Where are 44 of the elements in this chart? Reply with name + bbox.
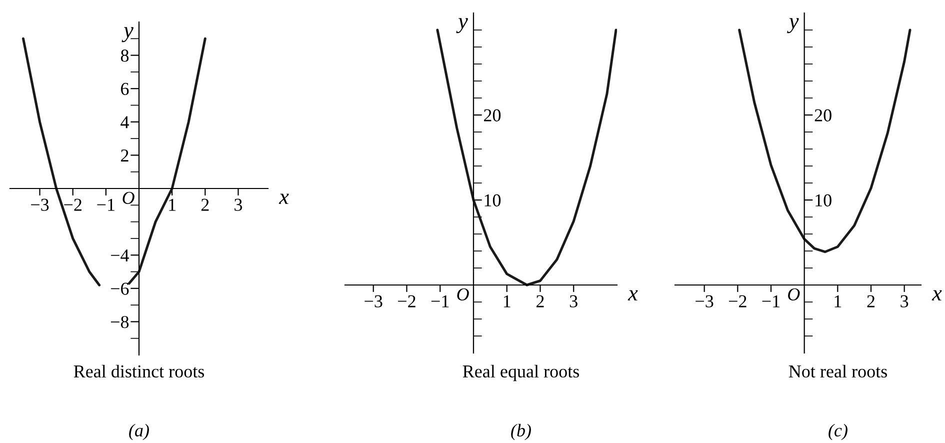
x-tick-label: 3 [570, 295, 578, 308]
annotation: O [457, 288, 469, 300]
y-tick-label: −4 [110, 249, 129, 262]
text: Real equal roots [462, 364, 580, 382]
text: (b) [511, 424, 531, 440]
y-axis-title: y [787, 18, 799, 34]
x-tick-label: 1 [169, 198, 176, 211]
y-axis-title: y [456, 18, 468, 34]
x-tick-label: −3 [696, 295, 714, 308]
y-tick-label: 10 [816, 194, 832, 206]
y-tick-label: 2 [121, 150, 128, 162]
x-tick-label: −1 [431, 295, 449, 308]
y-tick-label: 10 [484, 194, 501, 206]
x-tick-label: −3 [31, 198, 49, 211]
text: Real distinct roots [74, 364, 204, 378]
y-axis-title: y [122, 27, 134, 42]
x-tick-label: −2 [64, 198, 82, 211]
x-tick-label: 3 [234, 198, 242, 211]
x-tick-label: −1 [97, 198, 114, 211]
annotation: O [788, 288, 800, 300]
y-tick-label: 6 [121, 82, 129, 96]
x-tick-label: 2 [201, 198, 209, 211]
y-tick-label: −6 [110, 282, 129, 295]
text: (c) [828, 424, 848, 440]
x-tick-label: −3 [364, 295, 382, 308]
y-tick-label: −8 [110, 316, 129, 328]
x-tick-label: 2 [867, 295, 875, 308]
x-axis-title: x [628, 290, 638, 300]
text: Not real roots [788, 364, 887, 378]
x-axis-title: x [278, 194, 289, 204]
x-tick-label: −2 [728, 295, 746, 308]
y-tick-label: 4 [120, 116, 129, 128]
x-axis-title: x [932, 290, 942, 300]
x-tick-label: 1 [504, 295, 510, 308]
annotation: O [122, 192, 134, 204]
y-tick-label: 20 [814, 109, 832, 122]
y-tick-label: 20 [484, 109, 501, 122]
x-tick-label: −2 [398, 295, 416, 308]
x-tick-label: 1 [834, 295, 842, 308]
x-tick-label: 3 [900, 295, 908, 308]
x-tick-label: 2 [536, 295, 544, 308]
y-tick-label: 8 [120, 50, 129, 62]
x-tick-label: −1 [762, 295, 780, 308]
text: (a) [129, 424, 149, 440]
